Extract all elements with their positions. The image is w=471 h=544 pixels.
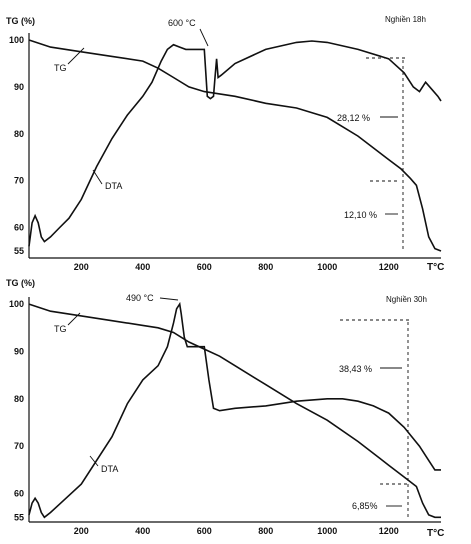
series-label-tg-18h: TG <box>54 63 67 73</box>
series-line-dta-18h <box>28 40 442 247</box>
y-tick-label-30h-0: 100 <box>9 299 24 309</box>
peak-leader-18h <box>199 28 209 47</box>
y-axis-label-18h: TG (%) <box>6 16 35 26</box>
series-label-dta-30h: DTA <box>101 464 118 474</box>
tick-labels-30h: 200 400 600 800 1000 1200 100 90 80 70 60 55 <box>9 299 399 536</box>
series-30h <box>28 301 441 519</box>
y-axis-label-30h: TG (%) <box>6 278 35 288</box>
tg-leader-18h <box>67 47 85 65</box>
series-line-tg-18h <box>28 39 442 252</box>
y-tick-label-18h-1: 90 <box>14 82 24 92</box>
mode-label-30h: Nghiền 30h <box>386 295 427 304</box>
y-tick-label-30h-1: 90 <box>14 346 24 356</box>
chart-panel-30h: TG (%) Nghiền 30h T°C 200 400 600 800 1000 12… <box>6 278 444 539</box>
tg-leader-30h <box>67 312 81 326</box>
x-tick-label-18h-1: 400 <box>135 262 150 272</box>
y-tick-label-30h-3: 70 <box>14 441 24 451</box>
x-tick-label-18h-4: 1000 <box>317 262 337 272</box>
x-tick-label-30h-5: 1200 <box>379 526 399 536</box>
x-tick-label-30h-3: 800 <box>258 526 273 536</box>
series-line-tg-30h <box>28 303 441 519</box>
peak-label-30h: 490 °C <box>126 293 154 303</box>
loss-step-label-30h: 6,85% <box>352 501 378 511</box>
x-unit-label-18h: T°C <box>427 262 444 273</box>
y-tick-label-18h-5: 55 <box>14 246 24 256</box>
x-tick-label-30h-2: 600 <box>197 526 212 536</box>
series-label-tg-30h: TG <box>54 324 67 334</box>
x-tick-label-30h-1: 400 <box>135 526 150 536</box>
x-tick-label-18h-2: 600 <box>197 262 212 272</box>
x-tick-label-30h-4: 1000 <box>317 526 337 536</box>
y-tick-label-18h-2: 80 <box>14 129 24 139</box>
dta-leader-18h <box>92 169 103 185</box>
y-tick-label-18h-4: 60 <box>14 223 24 233</box>
peak-label-18h: 600 °C <box>168 18 196 28</box>
chart-panel-18h: TG (%) Nghiền 18h T°C 200 400 600 800 1000 12… <box>6 15 444 273</box>
y-tick-label-30h-2: 80 <box>14 394 24 404</box>
loss-total-label-18h: 28,12 % <box>337 113 370 123</box>
mode-label-18h: Nghiền 18h <box>385 15 426 24</box>
y-tick-label-18h-0: 100 <box>9 35 24 45</box>
series-label-dta-18h: DTA <box>105 181 122 191</box>
dta-leader-30h <box>89 455 99 467</box>
x-tick-label-30h-0: 200 <box>74 526 89 536</box>
x-tick-label-18h-5: 1200 <box>379 262 399 272</box>
peak-leader-30h <box>159 297 179 301</box>
series-18h <box>28 39 442 252</box>
series-line-dta-30h <box>28 301 441 519</box>
x-tick-label-18h-0: 200 <box>74 262 89 272</box>
y-tick-label-18h-3: 70 <box>14 176 24 186</box>
loss-step-label-18h: 12,10 % <box>344 210 377 220</box>
x-tick-label-18h-3: 800 <box>258 262 273 272</box>
x-unit-label-30h: T°C <box>427 528 444 539</box>
y-tick-label-30h-4: 60 <box>14 489 24 499</box>
tick-labels-18h: 200 400 600 800 1000 1200 100 90 80 70 60 55 <box>9 35 399 272</box>
y-tick-label-30h-5: 55 <box>14 512 24 522</box>
loss-total-label-30h: 38,43 % <box>339 364 372 374</box>
